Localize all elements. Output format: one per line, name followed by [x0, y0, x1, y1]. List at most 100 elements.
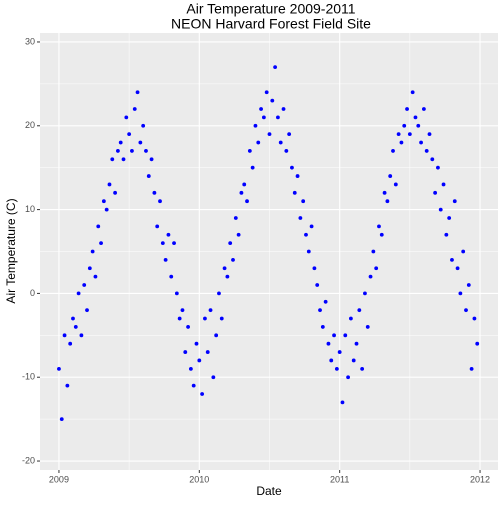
point — [278, 140, 283, 145]
point — [259, 107, 263, 111]
point — [360, 366, 365, 371]
point — [113, 190, 117, 195]
point — [158, 199, 162, 204]
point — [138, 140, 143, 145]
chart-subtitle: NEON Harvard Forest Field Site — [171, 16, 371, 32]
point — [68, 341, 73, 346]
point — [205, 350, 210, 354]
point — [101, 199, 106, 204]
point — [385, 199, 390, 204]
point — [71, 316, 75, 321]
point — [135, 90, 140, 95]
y-tick-label: -20 — [22, 455, 35, 465]
point — [172, 241, 176, 246]
point — [57, 366, 61, 371]
point — [301, 199, 306, 204]
point — [391, 149, 395, 153]
x-tick-label: 2009 — [49, 474, 69, 484]
point — [281, 107, 286, 111]
point — [124, 115, 129, 120]
point — [433, 190, 438, 195]
point — [155, 224, 160, 229]
point — [405, 107, 409, 111]
y-axis-label: Air Temperature (C) — [4, 198, 18, 303]
point — [231, 257, 235, 262]
point — [90, 249, 95, 254]
y-tick-label: 20 — [25, 120, 35, 130]
point — [444, 232, 449, 237]
point — [197, 358, 202, 363]
x-axis-label: Date — [256, 484, 282, 498]
point — [141, 123, 146, 128]
point — [222, 266, 227, 271]
point — [475, 341, 480, 346]
point — [200, 392, 205, 396]
point — [110, 157, 115, 162]
point — [351, 358, 356, 363]
point — [239, 190, 244, 195]
point — [320, 325, 325, 329]
point — [79, 333, 84, 338]
y-tick-label: 30 — [25, 36, 35, 46]
point — [211, 375, 216, 380]
point — [228, 241, 233, 246]
point — [377, 224, 381, 229]
point — [236, 232, 241, 237]
point — [132, 107, 137, 111]
point — [413, 115, 418, 120]
point — [186, 325, 190, 329]
point — [166, 232, 171, 237]
point — [85, 308, 89, 313]
point — [250, 165, 255, 170]
point — [407, 132, 412, 137]
point — [93, 274, 98, 279]
point — [419, 140, 423, 145]
point — [393, 182, 398, 187]
point — [295, 174, 300, 178]
point — [368, 274, 373, 279]
point — [194, 341, 199, 346]
point — [99, 241, 103, 246]
point — [441, 182, 446, 187]
point — [273, 65, 278, 70]
point — [149, 157, 154, 162]
point — [399, 140, 404, 145]
point — [203, 316, 207, 321]
point — [82, 283, 87, 287]
point — [188, 366, 193, 371]
point — [334, 366, 339, 371]
point — [107, 182, 112, 187]
point — [247, 149, 252, 153]
point — [270, 98, 275, 103]
point — [337, 350, 342, 354]
point — [152, 190, 157, 195]
point — [191, 383, 196, 388]
point — [363, 291, 367, 296]
point — [332, 333, 336, 338]
point — [318, 308, 322, 313]
point — [354, 341, 359, 346]
point — [382, 190, 387, 195]
point — [104, 207, 109, 212]
point — [183, 350, 188, 354]
point — [127, 132, 132, 137]
point — [160, 241, 165, 246]
point — [469, 366, 474, 371]
point — [430, 157, 435, 162]
point — [245, 199, 249, 204]
point — [379, 232, 384, 237]
point — [118, 140, 123, 145]
point — [357, 308, 362, 313]
point — [121, 157, 126, 162]
point — [73, 325, 78, 329]
point — [298, 216, 303, 220]
point — [343, 333, 348, 338]
point — [292, 190, 297, 195]
point — [76, 291, 81, 296]
x-tick-label: 2012 — [470, 474, 490, 484]
point — [264, 90, 269, 95]
point — [424, 149, 429, 153]
point — [62, 333, 67, 338]
point — [87, 266, 92, 271]
point — [256, 140, 261, 145]
